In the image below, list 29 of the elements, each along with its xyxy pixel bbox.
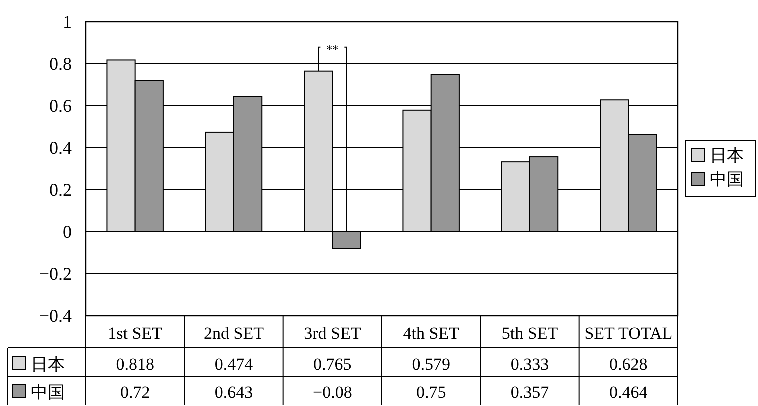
y-tick-label: 0.6 [50, 96, 72, 116]
data-label: 0.333 [510, 355, 550, 374]
y-tick-label: 0.2 [50, 180, 72, 200]
y-tick-label: 0.4 [50, 138, 72, 158]
data-label: 0.579 [412, 355, 450, 374]
data-label: −0.08 [312, 383, 352, 402]
data-label: 0.357 [510, 383, 550, 402]
data-label: 0.75 [416, 383, 446, 402]
x-tick-label: 2nd SET [204, 324, 265, 343]
data-label: 0.765 [314, 355, 352, 374]
x-tick-label: 1st SET [108, 324, 164, 343]
legend-label: 中国 [710, 170, 744, 189]
y-tick-label: −0.2 [39, 264, 72, 284]
y-tick-label: 0.8 [50, 54, 72, 74]
x-tick-label: 5th SET [502, 324, 559, 343]
data-label: 0.643 [214, 383, 254, 402]
y-tick-label: −0.4 [39, 306, 72, 326]
y-tick-label: 0 [63, 222, 72, 242]
data-label: 0.72 [120, 383, 150, 402]
y-tick-label: 1 [63, 12, 72, 32]
annotation: ** [326, 42, 339, 56]
x-tick-label: SET TOTAL [584, 324, 673, 343]
x-tick-label: 3rd SET [304, 324, 362, 343]
legend-label: 日本 [710, 146, 744, 165]
data-label: 0.464 [610, 383, 648, 402]
data-label: 0.818 [116, 355, 154, 374]
data-label: 0.474 [214, 355, 254, 374]
data-label: 0.628 [610, 355, 648, 374]
x-tick-label: 4th SET [403, 324, 460, 343]
